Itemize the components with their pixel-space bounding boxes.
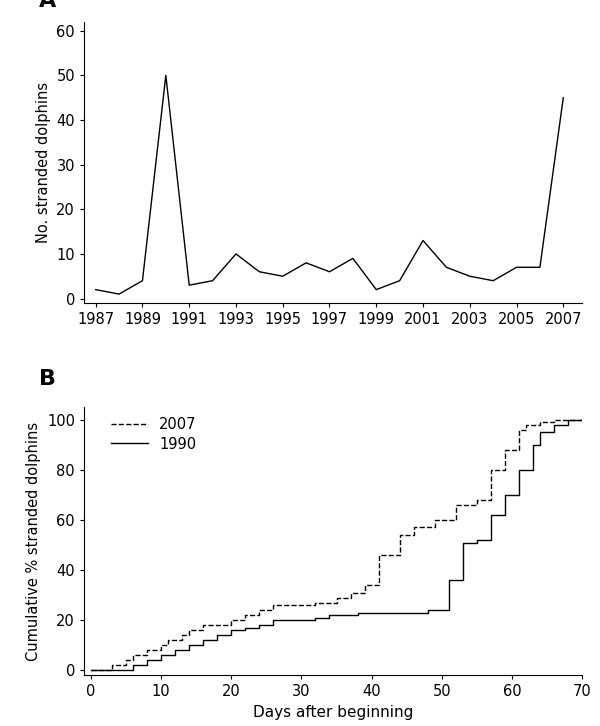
2007: [522, 420, 529, 429]
1990: [200, 636, 207, 645]
1990: [424, 605, 431, 614]
1990: [578, 415, 586, 424]
2007: [214, 621, 221, 629]
2007: [515, 425, 523, 434]
2007: [550, 415, 557, 424]
1990: [445, 576, 452, 584]
1990: [185, 641, 193, 650]
1990: [214, 631, 221, 640]
Text: A: A: [39, 0, 56, 11]
1990: [565, 415, 572, 424]
1990: [143, 656, 151, 664]
2007: [88, 666, 95, 674]
1990: [487, 510, 494, 519]
2007: [256, 605, 263, 614]
2007: [185, 626, 193, 635]
2007: [578, 415, 586, 424]
1990: [242, 623, 249, 632]
1990: [340, 611, 347, 619]
1990: [284, 616, 291, 624]
2007: [375, 550, 382, 559]
2007: [298, 600, 305, 609]
1990: [312, 613, 319, 622]
2007: [333, 593, 340, 602]
1990: [354, 608, 361, 617]
Y-axis label: Cumulative % stranded dolphins: Cumulative % stranded dolphins: [26, 422, 41, 661]
2007: [179, 631, 186, 640]
1990: [130, 661, 137, 669]
1990: [529, 441, 536, 449]
1990: [501, 491, 508, 499]
1990: [298, 616, 305, 624]
2007: [164, 636, 172, 645]
1990: [396, 608, 403, 617]
2007: [109, 661, 116, 669]
1990: [368, 608, 375, 617]
2007: [242, 611, 249, 619]
1990: [382, 608, 389, 617]
1990: [158, 650, 165, 659]
1990: [115, 666, 122, 674]
1990: [326, 611, 333, 619]
1990: [550, 420, 557, 429]
2007: [122, 656, 130, 664]
1990: [270, 616, 277, 624]
1990: [473, 536, 481, 544]
Text: B: B: [39, 369, 56, 388]
1990: [438, 605, 445, 614]
2007: [565, 415, 572, 424]
2007: [396, 531, 403, 539]
X-axis label: Days after beginning: Days after beginning: [253, 705, 413, 719]
Line: 2007: 2007: [91, 420, 582, 670]
2007: [473, 496, 481, 505]
2007: [361, 581, 368, 590]
2007: [312, 598, 319, 607]
Line: 1990: 1990: [91, 420, 582, 670]
1990: [88, 666, 95, 674]
2007: [501, 446, 508, 454]
2007: [200, 621, 207, 629]
2007: [284, 600, 291, 609]
1990: [172, 646, 179, 655]
2007: [410, 523, 417, 532]
2007: [158, 641, 165, 650]
2007: [143, 646, 151, 655]
2007: [347, 588, 354, 597]
Legend: 2007, 1990: 2007, 1990: [111, 417, 197, 452]
2007: [487, 465, 494, 474]
1990: [410, 608, 417, 617]
1990: [536, 428, 544, 437]
1990: [256, 621, 263, 629]
1990: [515, 465, 523, 474]
2007: [536, 418, 544, 427]
Y-axis label: No. stranded dolphins: No. stranded dolphins: [35, 82, 50, 243]
2007: [130, 650, 137, 659]
2007: [431, 515, 439, 524]
2007: [227, 616, 235, 624]
2007: [452, 501, 460, 510]
1990: [459, 538, 466, 547]
1990: [227, 626, 235, 635]
2007: [270, 600, 277, 609]
